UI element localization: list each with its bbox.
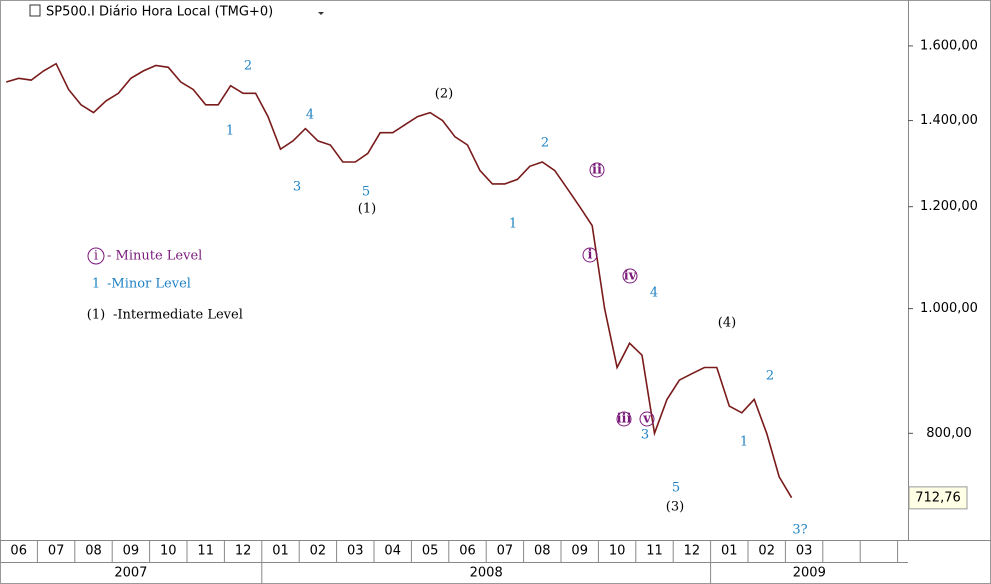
dropdown-arrow[interactable] [318, 12, 324, 15]
last-price-label: 712,76 [915, 490, 961, 505]
x-tick-label: 08 [534, 544, 551, 559]
legend-label: -Minor Level [107, 277, 191, 292]
legend-symbol: (1) [87, 308, 105, 323]
wave-label: 1 [226, 124, 234, 139]
x-tick-label: 07 [497, 544, 514, 559]
x-tick-label: 02 [758, 544, 775, 559]
legend-label: -Intermediate Level [113, 308, 243, 323]
y-tick-label: 800,00 [926, 426, 972, 441]
x-tick-label: 03 [347, 544, 364, 559]
wave-label: 1 [509, 217, 517, 232]
last-price-box [908, 486, 968, 510]
x-tick-label: 05 [422, 544, 439, 559]
circle-marker [582, 247, 598, 263]
y-tick-label: 1.600,00 [920, 38, 978, 53]
wave-label: (4) [718, 316, 736, 331]
x-tick-label: 09 [571, 544, 588, 559]
wave-label: 3 [641, 428, 649, 443]
wave-label: 3 [293, 180, 301, 195]
wave-label: 3? [792, 523, 807, 538]
y-tick-label: 1.000,00 [920, 301, 978, 316]
circle-marker [639, 411, 655, 427]
x-tick-label: 06 [10, 544, 27, 559]
x-tick-label: 04 [384, 544, 401, 559]
x-tick-label: 07 [48, 544, 65, 559]
wave-label: 5 [362, 185, 370, 200]
wave-label: 4 [650, 286, 658, 301]
year-label: 2009 [793, 566, 826, 581]
wave-label: 2 [244, 59, 252, 74]
wave-label: (1) [358, 202, 376, 217]
x-tick-label: 12 [684, 544, 701, 559]
x-tick-label: 08 [85, 544, 102, 559]
menu-icon[interactable] [29, 4, 41, 17]
wave-label: 4 [306, 108, 314, 123]
wave-label: 5 [672, 481, 680, 496]
year-label: 2008 [470, 566, 503, 581]
year-label: 2007 [114, 566, 147, 581]
x-tick-label: 09 [123, 544, 140, 559]
chart-title: SP500.I Diário Hora Local (TMG+0) [46, 5, 273, 20]
y-tick-label: 1.200,00 [920, 199, 978, 214]
wave-label: 2 [766, 369, 774, 384]
circle-marker [589, 162, 605, 178]
x-tick-label: 10 [160, 544, 177, 559]
wave-label: 1 [740, 435, 748, 450]
y-tick-label: 1.400,00 [920, 113, 978, 128]
legend-label: - Minute Level [107, 249, 202, 264]
plot [5, 62, 793, 499]
legend-symbol: 1 [92, 277, 100, 292]
wave-label: i [588, 248, 593, 263]
wave-label: 2 [541, 136, 549, 151]
x-tick-label: 03 [796, 544, 813, 559]
price-line [5, 62, 793, 499]
wave-label: iv [624, 269, 637, 284]
x-tick-label: 01 [272, 544, 289, 559]
x-tick-label: 12 [235, 544, 252, 559]
x-tick-label: 11 [646, 544, 663, 559]
wave-label: (2) [435, 87, 453, 102]
wave-label: iii [617, 412, 632, 427]
x-tick-label: 01 [721, 544, 738, 559]
circle-marker [616, 411, 632, 427]
x-tick-label: 10 [609, 544, 626, 559]
wave-label: v [642, 412, 651, 427]
x-tick-label: 11 [197, 544, 214, 559]
wave-label: ii [592, 163, 602, 178]
circle-marker [622, 268, 638, 284]
legend-symbol: i [94, 249, 98, 264]
wave-label: (3) [666, 500, 684, 515]
x-tick-label: 02 [310, 544, 327, 559]
x-tick-label: 06 [459, 544, 476, 559]
legend-circle [87, 247, 105, 265]
